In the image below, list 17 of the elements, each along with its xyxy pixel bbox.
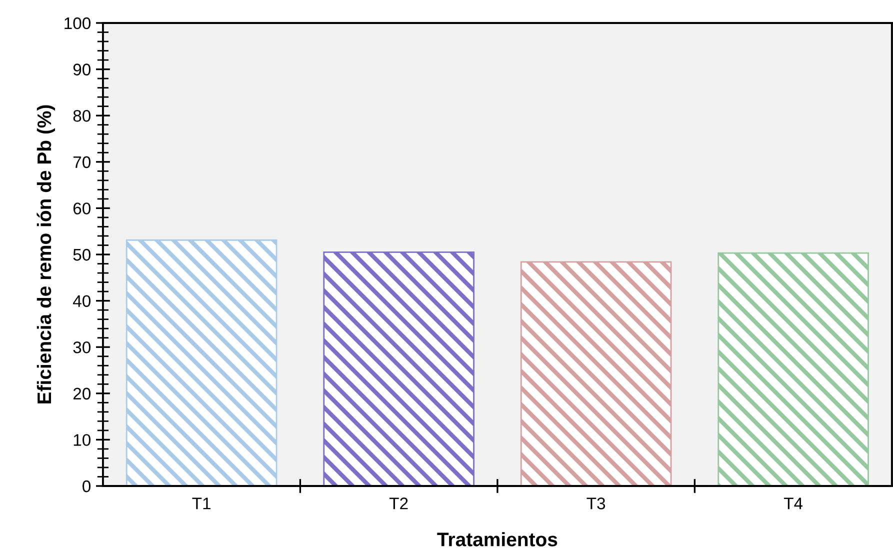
y-tick-label: 30	[73, 341, 91, 354]
x-tick-label: T2	[389, 498, 408, 510]
y-tick-label: 0	[82, 480, 91, 492]
y-tick-label: 20	[73, 388, 91, 400]
y-tick-label: 70	[73, 156, 91, 168]
x-tick-label: T1	[192, 498, 210, 510]
x-tick-label: T3	[586, 498, 606, 510]
y-tick-label: 80	[73, 110, 91, 122]
y-tick-label: 10	[74, 434, 91, 446]
y-axis-title: Eficiencia de remo ión de Pb (%)	[36, 105, 56, 404]
y-tick-label: 60	[73, 202, 91, 214]
y-tick-label: 50	[73, 248, 91, 261]
x-axis-title: Tratamientos	[437, 532, 558, 546]
y-tick-label: 90	[73, 64, 91, 76]
x-tick-label: T4	[784, 498, 803, 510]
y-tick-label: 100	[64, 17, 91, 30]
y-tick-label: 40	[73, 295, 91, 307]
